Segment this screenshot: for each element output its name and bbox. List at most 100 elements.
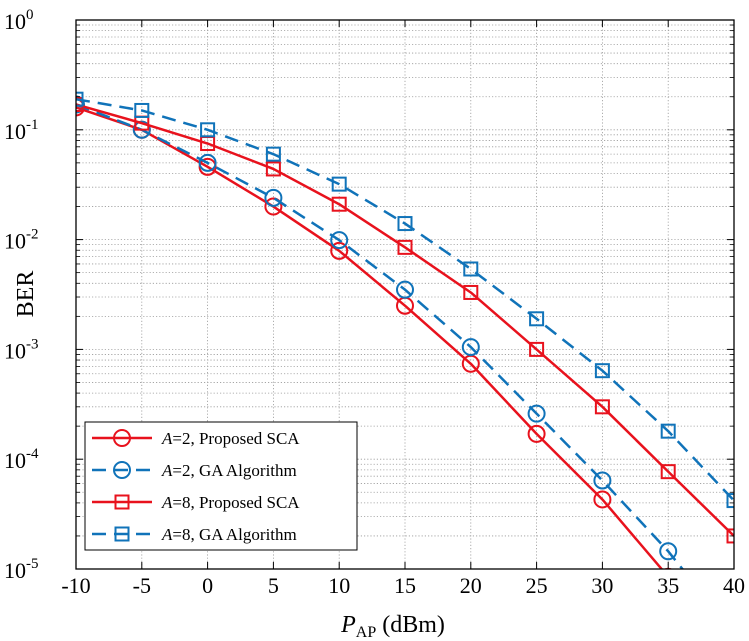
y-tick-label-base: 10 (4, 119, 26, 144)
data-point-marker (594, 363, 610, 379)
data-point-marker (659, 542, 678, 561)
data-point-marker (264, 197, 283, 216)
data-point-marker (527, 404, 546, 423)
series-2 (76, 95, 742, 641)
data-point-marker (265, 161, 281, 177)
legend-label-text: =8, Proposed SCA (172, 493, 300, 512)
data-point-marker (660, 423, 676, 439)
legend-label-text: =2, Proposed SCA (172, 429, 300, 448)
data-point-marker (200, 122, 216, 138)
y-tick-label: 10-5 (4, 556, 39, 583)
data-point-marker (76, 91, 84, 107)
legend-label-text: =8, GA Algorithm (172, 525, 296, 544)
legend-marker (113, 429, 131, 447)
legend-entry-1: A=2, Proposed SCA (92, 429, 300, 448)
y-tick-label: 10-1 (4, 117, 39, 144)
y-tick-label-base: 10 (4, 448, 26, 473)
legend-label: A=8, Proposed SCA (161, 493, 300, 512)
y-axis-label: BER (13, 271, 39, 318)
y-tick-label-exponent: -1 (26, 117, 39, 133)
y-tick-label-exponent: -2 (26, 227, 39, 243)
series-line (76, 97, 734, 502)
data-point-marker (461, 338, 480, 357)
data-point-marker (330, 241, 349, 260)
x-tick-label: -5 (133, 573, 151, 598)
data-point-marker (397, 216, 413, 232)
series-line (76, 103, 734, 537)
x-tick-label: 40 (723, 573, 745, 598)
x-tick-labels: -10 -5 0 5 10 15 20 25 30 35 40 (61, 573, 745, 598)
legend-label-variable: A (161, 525, 173, 544)
data-point-marker (593, 490, 612, 509)
legend-label-variable: A (161, 493, 173, 512)
data-point-marker (330, 231, 349, 250)
x-axis-label-unit: (dBm) (376, 612, 445, 638)
data-point-marker (593, 471, 612, 490)
data-point-marker (76, 95, 85, 114)
tick-marks (75, 20, 735, 570)
y-tick-label-exponent: 0 (26, 7, 34, 23)
y-tick-label: 100 (4, 7, 34, 34)
y-tick-label-base: 10 (4, 558, 26, 583)
data-point-marker (529, 341, 545, 357)
legend-marker (113, 461, 131, 479)
x-tick-label: 30 (591, 573, 613, 598)
series-4 (76, 91, 734, 509)
x-axis-label-sub: AP (356, 624, 377, 641)
data-point-marker (132, 120, 151, 139)
legend-label: A=2, Proposed SCA (161, 429, 300, 448)
legend-box (84, 421, 358, 551)
legend-entry-2: A=2, GA Algorithm (92, 461, 297, 480)
y-tick-label-exponent: -4 (26, 446, 39, 462)
x-tick-label: 35 (657, 573, 679, 598)
data-point-marker (594, 399, 610, 415)
data-point-marker (726, 625, 742, 641)
legend-label-variable: A (161, 461, 173, 480)
y-tick-label: 10-3 (4, 336, 39, 363)
legend-label-text: =2, GA Algorithm (172, 461, 296, 480)
y-tick-label-exponent: -5 (26, 556, 39, 572)
y-tick-label-base: 10 (4, 229, 26, 254)
data-point-marker (396, 280, 414, 299)
x-tick-label: 20 (460, 573, 482, 598)
data-point-marker (463, 261, 479, 277)
y-tick-label: 10-2 (4, 227, 39, 254)
x-tick-label: 25 (526, 573, 548, 598)
legend-label: A=2, GA Algorithm (161, 461, 297, 480)
legend-entry-3: A=8, Proposed SCA (92, 493, 300, 512)
data-point-marker (726, 528, 734, 544)
legend-marker (114, 494, 130, 510)
data-point-marker (397, 239, 413, 255)
series-line (76, 103, 685, 569)
data-point-marker (331, 196, 347, 212)
y-tick-label: 10-4 (4, 446, 39, 473)
data-point-marker (527, 424, 546, 443)
legend-label-variable: A (161, 429, 173, 448)
y-tick-label-base: 10 (4, 338, 26, 363)
x-axis-label-main: P (340, 612, 356, 638)
data-point-marker (264, 188, 283, 207)
x-tick-label: -10 (61, 573, 90, 598)
x-tick-label: 0 (202, 573, 213, 598)
data-point-marker (463, 284, 479, 300)
data-point-marker (529, 311, 545, 327)
data-point-marker (660, 464, 676, 480)
data-point-marker (198, 153, 217, 172)
y-tick-label-exponent: -3 (26, 336, 39, 352)
x-axis-label: PAP (dBm) (340, 612, 445, 641)
x-tick-label: 15 (394, 573, 416, 598)
data-point-marker (134, 102, 150, 118)
x-tick-label: 10 (328, 573, 350, 598)
series-line (76, 106, 664, 569)
legend-marker (114, 526, 130, 542)
data-point-marker (265, 146, 281, 162)
series-layer (76, 91, 742, 641)
x-tick-label: 5 (268, 573, 279, 598)
y-tick-label-base: 10 (4, 9, 26, 34)
legend-label: A=8, GA Algorithm (161, 525, 297, 544)
data-point-marker (726, 493, 734, 509)
